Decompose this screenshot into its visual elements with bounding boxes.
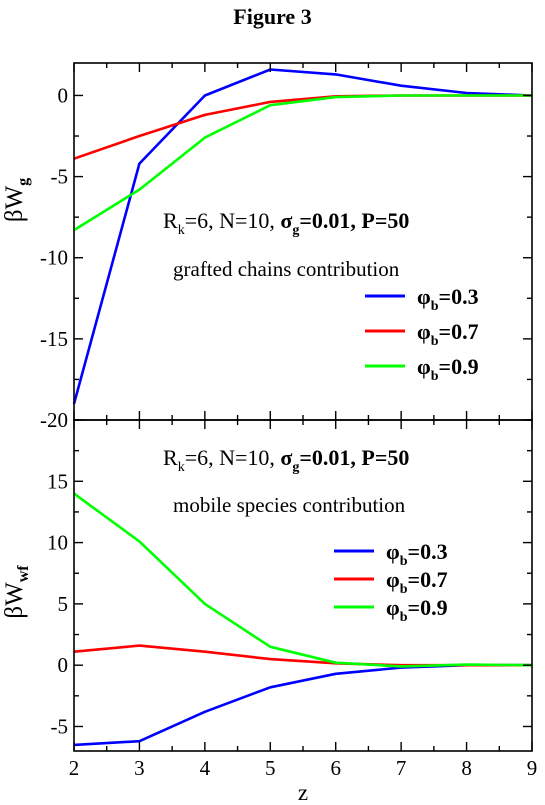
series-line-bottom-2: [73, 492, 533, 668]
legend-label-bottom-1: φb=0.7: [386, 567, 448, 597]
series-line-top-2: [73, 94, 532, 232]
ytick-label: -20: [40, 408, 68, 432]
y-axis-label-bottom: βWwf: [1, 565, 32, 619]
legend-label-top-2: φb=0.9: [417, 354, 479, 384]
xtick-label: 7: [396, 756, 407, 780]
series-line-bottom-0: [73, 663, 532, 747]
ytick-label: 15: [47, 469, 68, 493]
ytick-label: 0: [58, 83, 69, 107]
xtick-label: 3: [134, 756, 145, 780]
legend-label-bottom-2: φb=0.9: [386, 595, 448, 625]
xtick-label: 4: [200, 756, 211, 780]
ytick-label: -5: [51, 714, 69, 738]
y-axis-label-top: βWg: [1, 178, 32, 222]
ytick-label: 5: [58, 592, 69, 616]
xtick-label: 8: [461, 756, 472, 780]
legend-label-top-0: φb=0.3: [417, 284, 479, 314]
chart-panel-top: 0 -5 -10 -15 -20 βWg Rk=6, N=10, σg=0.01, P=50…: [1, 62, 533, 432]
series-line-top-1: [73, 94, 532, 160]
ytick-label: -10: [40, 246, 68, 270]
xtick-label: 9: [527, 756, 538, 780]
subtitle-top: grafted chains contribution: [173, 257, 400, 281]
ytick-label: -5: [51, 165, 69, 189]
ytick-label: -15: [40, 327, 68, 351]
figure-title: Figure 3: [233, 4, 312, 29]
ytick-label: 10: [47, 531, 68, 555]
params-label-top: Rk=6, N=10, σg=0.01, P=50: [163, 208, 409, 238]
ytick-label: 0: [58, 653, 69, 677]
legend-label-top-1: φb=0.7: [417, 319, 479, 349]
subtitle-bottom: mobile species contribution: [173, 493, 406, 517]
xtick-label: 5: [265, 756, 276, 780]
chart-panel-bottom: 15 10 5 0 -52 3 4 5 6 7 8 9 z βWwf Rk=6, N=10, σg=0.01…: [1, 419, 538, 805]
series-line-top-0: [72, 68, 533, 405]
xtick-label: 6: [330, 756, 341, 780]
legend-label-bottom-0: φb=0.3: [386, 539, 448, 569]
params-label-bottom: Rk=6, N=10, σg=0.01, P=50: [163, 445, 409, 475]
x-axis-label: z: [298, 780, 308, 805]
xtick-label: 2: [69, 756, 80, 780]
